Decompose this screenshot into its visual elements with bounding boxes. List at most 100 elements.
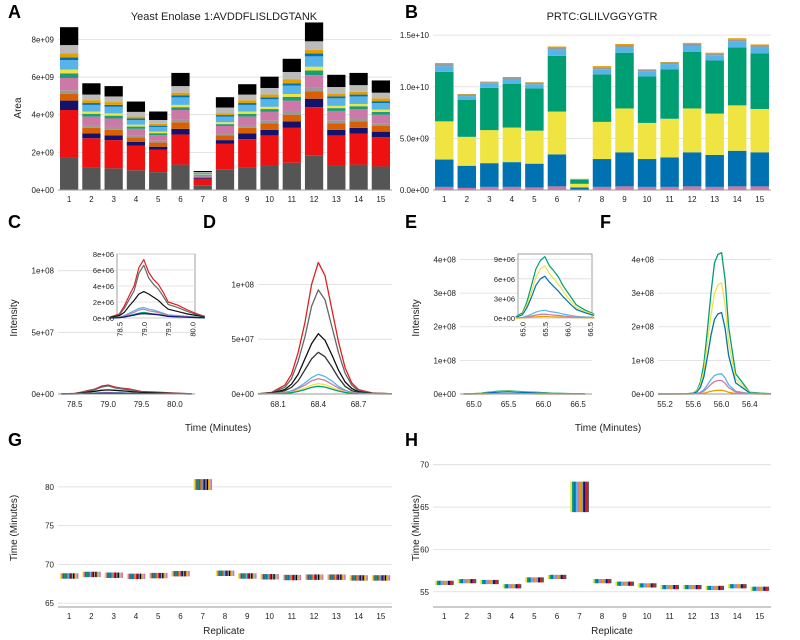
rt-stripe-g-1-8 bbox=[70, 573, 72, 579]
rt-stripe-h-6-3 bbox=[553, 574, 556, 580]
rt-stripe-g-9-5 bbox=[244, 573, 247, 579]
rt-stripe-h-15-6 bbox=[761, 586, 764, 591]
bar-a-cat12-seg10 bbox=[304, 49, 324, 54]
bar-b-cat14-seg1 bbox=[727, 150, 747, 187]
inset-xtick-e-1: 65.5 bbox=[541, 322, 550, 337]
bar-b-cat2-seg2 bbox=[457, 136, 477, 166]
bar-b-cat4-seg2 bbox=[502, 127, 522, 163]
xtick-a-8: 9 bbox=[245, 195, 250, 204]
xtick-a-7: 8 bbox=[223, 195, 228, 204]
xtick-g-12: 13 bbox=[332, 612, 341, 621]
bar-a-cat3-seg12 bbox=[104, 86, 123, 97]
rt-stripe-g-14-0 bbox=[349, 575, 351, 581]
rt-stripe-g-14-1 bbox=[350, 575, 353, 581]
rt-stripe-h-3-2 bbox=[483, 579, 486, 585]
rt-stripe-g-7-1 bbox=[194, 479, 197, 490]
rt-stripe-h-4-3 bbox=[508, 584, 511, 589]
rt-stripe-g-15-4 bbox=[376, 575, 379, 581]
bar-b-cat14-seg2 bbox=[727, 105, 747, 151]
rt-stripe-g-15-12 bbox=[387, 575, 389, 581]
panel-letter-c: C bbox=[8, 212, 21, 232]
rt-stripe-h-5-9 bbox=[541, 577, 544, 583]
bar-a-cat1-seg10 bbox=[60, 53, 79, 58]
bar-a-cat11-seg10 bbox=[282, 79, 301, 84]
chart-e-ylabel: Intensity bbox=[411, 299, 422, 336]
rt-stripe-h-5-8 bbox=[539, 577, 542, 583]
rt-stripe-h-14-8 bbox=[742, 584, 745, 589]
bar-b-cat14-seg6 bbox=[727, 38, 747, 40]
xtick-h-3: 4 bbox=[510, 612, 515, 621]
xtick-b-14: 15 bbox=[755, 195, 764, 204]
rt-stripe-g-14-3 bbox=[353, 575, 355, 581]
bar-a-cat8-seg6 bbox=[215, 124, 235, 126]
xtick-g-5: 6 bbox=[178, 612, 183, 621]
rt-stripe-g-13-13 bbox=[344, 574, 346, 580]
rt-stripe-g-10-0 bbox=[260, 574, 262, 580]
bar-b-cat9-seg6 bbox=[615, 43, 634, 45]
bar-a-cat8-seg11 bbox=[215, 107, 235, 114]
bar-a-cat12-seg3 bbox=[304, 91, 324, 99]
bar-a-cat12-seg11 bbox=[304, 41, 324, 50]
bar-b-cat3-seg5 bbox=[480, 82, 499, 84]
bar-b-cat2-seg5 bbox=[457, 94, 477, 97]
rt-stripe-g-1-4 bbox=[65, 573, 67, 579]
rt-stripe-h-3-5 bbox=[489, 579, 492, 585]
inset-xtick-c-1: 79.0 bbox=[140, 322, 149, 337]
xtick-h-2: 3 bbox=[487, 612, 492, 621]
rt-stripe-h-4-5 bbox=[511, 584, 514, 589]
xtick-a-1: 2 bbox=[89, 195, 94, 204]
rt-stripe-h-12-6 bbox=[693, 584, 697, 590]
bar-a-cat3-seg10 bbox=[104, 102, 123, 105]
rt-window-h-13 bbox=[705, 585, 725, 591]
bar-a-cat12-seg2 bbox=[304, 98, 324, 108]
bar-a-cat8-seg0 bbox=[215, 169, 235, 190]
ytick-h-1: 60 bbox=[420, 545, 429, 554]
bar-b-cat9-seg0 bbox=[615, 186, 634, 190]
bar-b-cat5-seg5 bbox=[525, 82, 544, 85]
rt-stripe-h-1-9 bbox=[451, 580, 454, 585]
bar-a-cat1-seg4 bbox=[60, 90, 79, 94]
rt-stripe-h-11-8 bbox=[675, 584, 678, 590]
rt-stripe-g-13-12 bbox=[342, 574, 345, 580]
rt-stripe-h-8-7 bbox=[605, 579, 608, 584]
bar-a-cat3-seg0 bbox=[104, 168, 123, 190]
rt-stripe-h-8-5 bbox=[602, 579, 605, 584]
bar-a-cat6-seg3 bbox=[171, 122, 190, 129]
rt-stripe-g-15-13 bbox=[388, 575, 391, 581]
rt-stripe-g-13-7 bbox=[336, 574, 338, 580]
bar-a-cat1-seg11 bbox=[60, 45, 79, 54]
xtick-a-13: 14 bbox=[354, 195, 363, 204]
bar-b-cat1-seg4 bbox=[435, 66, 454, 72]
rt-stripe-g-8-3 bbox=[219, 570, 222, 576]
bar-a-cat10-seg1 bbox=[260, 135, 279, 166]
ytick-e-1: 1e+08 bbox=[434, 356, 457, 365]
rt-stripe-g-9-8 bbox=[248, 573, 251, 579]
bar-a-cat1-seg0 bbox=[60, 157, 79, 190]
rt-stripe-h-5-4 bbox=[532, 577, 535, 583]
bar-a-cat6-seg7 bbox=[171, 104, 190, 108]
rt-stripe-h-9-1 bbox=[617, 581, 620, 586]
rt-stripe-h-15-5 bbox=[759, 586, 762, 591]
bar-a-cat5-seg8 bbox=[149, 126, 168, 132]
xtick-f-3: 56.4 bbox=[742, 400, 758, 409]
rt-stripe-h-7-5 bbox=[579, 481, 582, 513]
rt-stripe-g-9-7 bbox=[247, 573, 249, 579]
bar-a-cat15-seg0 bbox=[371, 166, 390, 190]
bar-a-cat8-seg5 bbox=[215, 126, 235, 134]
rt-stripe-h-10-4 bbox=[645, 583, 648, 588]
bar-a-cat3-seg1 bbox=[104, 140, 123, 169]
panel-letter-g: G bbox=[8, 430, 22, 450]
ytick-g-2: 75 bbox=[45, 522, 54, 531]
rt-stripe-g-13-1 bbox=[328, 574, 331, 580]
rt-stripe-g-9-2 bbox=[240, 573, 243, 579]
bar-a-cat6-seg8 bbox=[171, 97, 190, 105]
bar-a-cat11-seg1 bbox=[282, 127, 301, 163]
bar-a-cat2-seg12 bbox=[82, 83, 101, 95]
bar-a-cat9-seg12 bbox=[238, 84, 257, 95]
rt-stripe-h-10-3 bbox=[643, 583, 646, 588]
rt-window-g-14 bbox=[349, 575, 368, 581]
rt-stripe-h-11-6 bbox=[671, 584, 674, 590]
rt-stripe-g-6-13 bbox=[188, 570, 190, 577]
rt-window-h-2 bbox=[457, 579, 477, 584]
rt-stripe-g-4-0 bbox=[126, 573, 129, 580]
